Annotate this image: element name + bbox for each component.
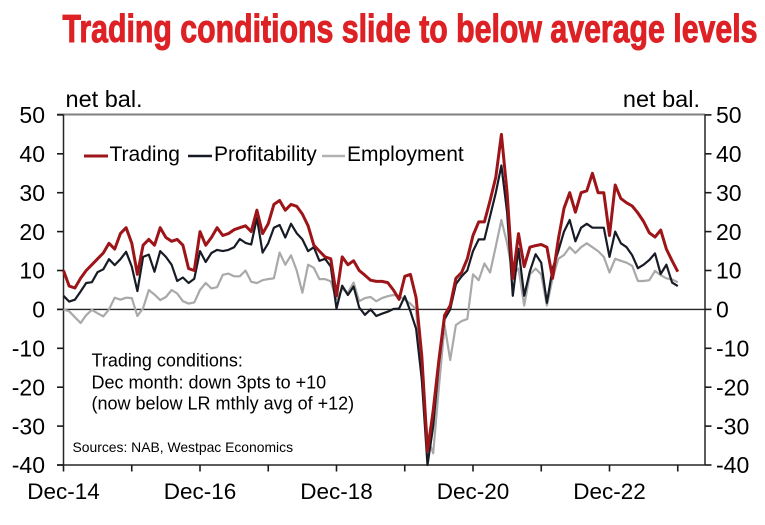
svg-text:-40: -40 bbox=[716, 452, 749, 478]
svg-text:-30: -30 bbox=[716, 413, 749, 439]
svg-text:(now below LR mthly avg of +12: (now below LR mthly avg of +12) bbox=[92, 394, 355, 414]
svg-text:Trading: Trading bbox=[110, 143, 180, 166]
svg-text:-10: -10 bbox=[716, 336, 749, 362]
svg-text:50: 50 bbox=[716, 102, 742, 128]
svg-text:20: 20 bbox=[716, 219, 742, 245]
svg-text:30: 30 bbox=[19, 180, 45, 206]
svg-text:40: 40 bbox=[19, 141, 45, 167]
svg-text:Dec-16: Dec-16 bbox=[164, 479, 237, 504]
svg-text:20: 20 bbox=[19, 219, 45, 245]
svg-text:Trading conditions slide to be: Trading conditions slide to below averag… bbox=[63, 8, 758, 51]
svg-text:net bal.: net bal. bbox=[623, 86, 700, 112]
svg-text:-30: -30 bbox=[12, 413, 45, 439]
svg-text:-10: -10 bbox=[12, 336, 45, 362]
svg-text:Dec-14: Dec-14 bbox=[27, 479, 100, 504]
svg-text:-20: -20 bbox=[12, 374, 45, 400]
svg-text:Dec-20: Dec-20 bbox=[437, 479, 510, 504]
svg-text:Dec-22: Dec-22 bbox=[573, 479, 646, 504]
svg-text:Profitability: Profitability bbox=[214, 143, 317, 166]
svg-text:-40: -40 bbox=[12, 452, 45, 478]
svg-text:50: 50 bbox=[19, 102, 45, 128]
svg-text:-20: -20 bbox=[716, 374, 749, 400]
svg-text:Dec month: down 3pts to +10: Dec month: down 3pts to +10 bbox=[92, 373, 327, 393]
svg-text:30: 30 bbox=[716, 180, 742, 206]
svg-text:Employment: Employment bbox=[347, 143, 464, 166]
svg-text:40: 40 bbox=[716, 141, 742, 167]
svg-text:10: 10 bbox=[716, 258, 742, 284]
svg-text:Dec-18: Dec-18 bbox=[300, 479, 373, 504]
svg-text:Trading conditions:: Trading conditions: bbox=[92, 351, 243, 371]
svg-text:0: 0 bbox=[32, 297, 45, 323]
svg-text:0: 0 bbox=[716, 297, 729, 323]
svg-text:Sources: NAB, Westpac Economic: Sources: NAB, Westpac Economics bbox=[73, 439, 294, 455]
svg-text:net bal.: net bal. bbox=[66, 86, 143, 112]
svg-text:10: 10 bbox=[19, 258, 45, 284]
